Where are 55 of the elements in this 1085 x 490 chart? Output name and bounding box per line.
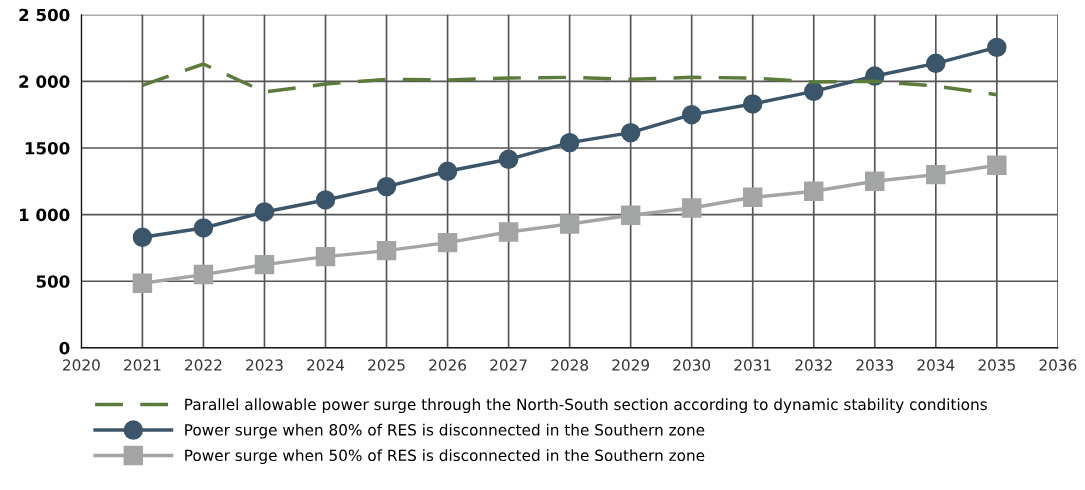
legend-label: Power surge when 50% of RES is disconnected in the Southern zone (185, 449, 705, 465)
point (498, 149, 519, 170)
point (742, 187, 763, 208)
legend-label: Parallel allowable power surge through the North-South section according to dynamic stability conditions (185, 398, 987, 414)
y-tick-label: 2 000 (19, 75, 70, 88)
point (865, 171, 885, 192)
point (437, 161, 458, 182)
point (804, 181, 824, 202)
point (498, 222, 519, 242)
point (926, 53, 946, 74)
y-tick-label: 1 000 (19, 208, 70, 222)
point (315, 190, 336, 210)
x-tick-label: 2020 (63, 359, 100, 371)
point (437, 232, 458, 253)
x-tick-label: 2028 (551, 359, 589, 371)
x-tick-label: 2027 (490, 359, 527, 371)
point (254, 254, 275, 275)
point (620, 122, 641, 143)
point (315, 246, 336, 267)
x-tick-label: 2035 (978, 359, 1015, 371)
point (742, 94, 763, 114)
x-tick-label: 2023 (246, 359, 283, 371)
x-tick-label: 2021 (124, 359, 161, 371)
point (193, 264, 214, 285)
x-tick-label: 2030 (673, 359, 711, 371)
point (681, 198, 702, 218)
point (559, 132, 580, 153)
y-tick-label: 0 (59, 341, 70, 355)
point (559, 214, 580, 234)
y-tick-label: 1500 (25, 141, 70, 155)
point (132, 273, 153, 293)
x-tick-label: 2026 (429, 359, 467, 371)
x-tick-label: 2029 (612, 359, 650, 371)
x-tick-label: 2022 (185, 359, 222, 371)
x-tick-label: 2031 (734, 359, 771, 371)
point (926, 164, 946, 185)
x-tick-label: 2036 (1039, 359, 1077, 371)
x-tick-label: 2025 (368, 359, 405, 371)
y-tick-label: 500 (36, 275, 70, 288)
x-tick-label: 2024 (307, 359, 345, 371)
x-tick-label: 2032 (795, 359, 832, 371)
point (193, 218, 214, 238)
point (804, 81, 824, 102)
point (132, 227, 153, 248)
legend-label: Power surge when 80% of RES is disconnected in the Southern zone (185, 423, 705, 439)
point (376, 240, 397, 261)
x-tick-label: 2033 (856, 359, 893, 371)
x-tick-label: 2034 (917, 359, 955, 371)
y-tick-label: 2 500 (19, 8, 70, 22)
point (376, 176, 397, 197)
point (620, 205, 641, 226)
point (987, 155, 1007, 176)
point (681, 104, 702, 125)
point (254, 202, 275, 222)
point (987, 37, 1007, 58)
